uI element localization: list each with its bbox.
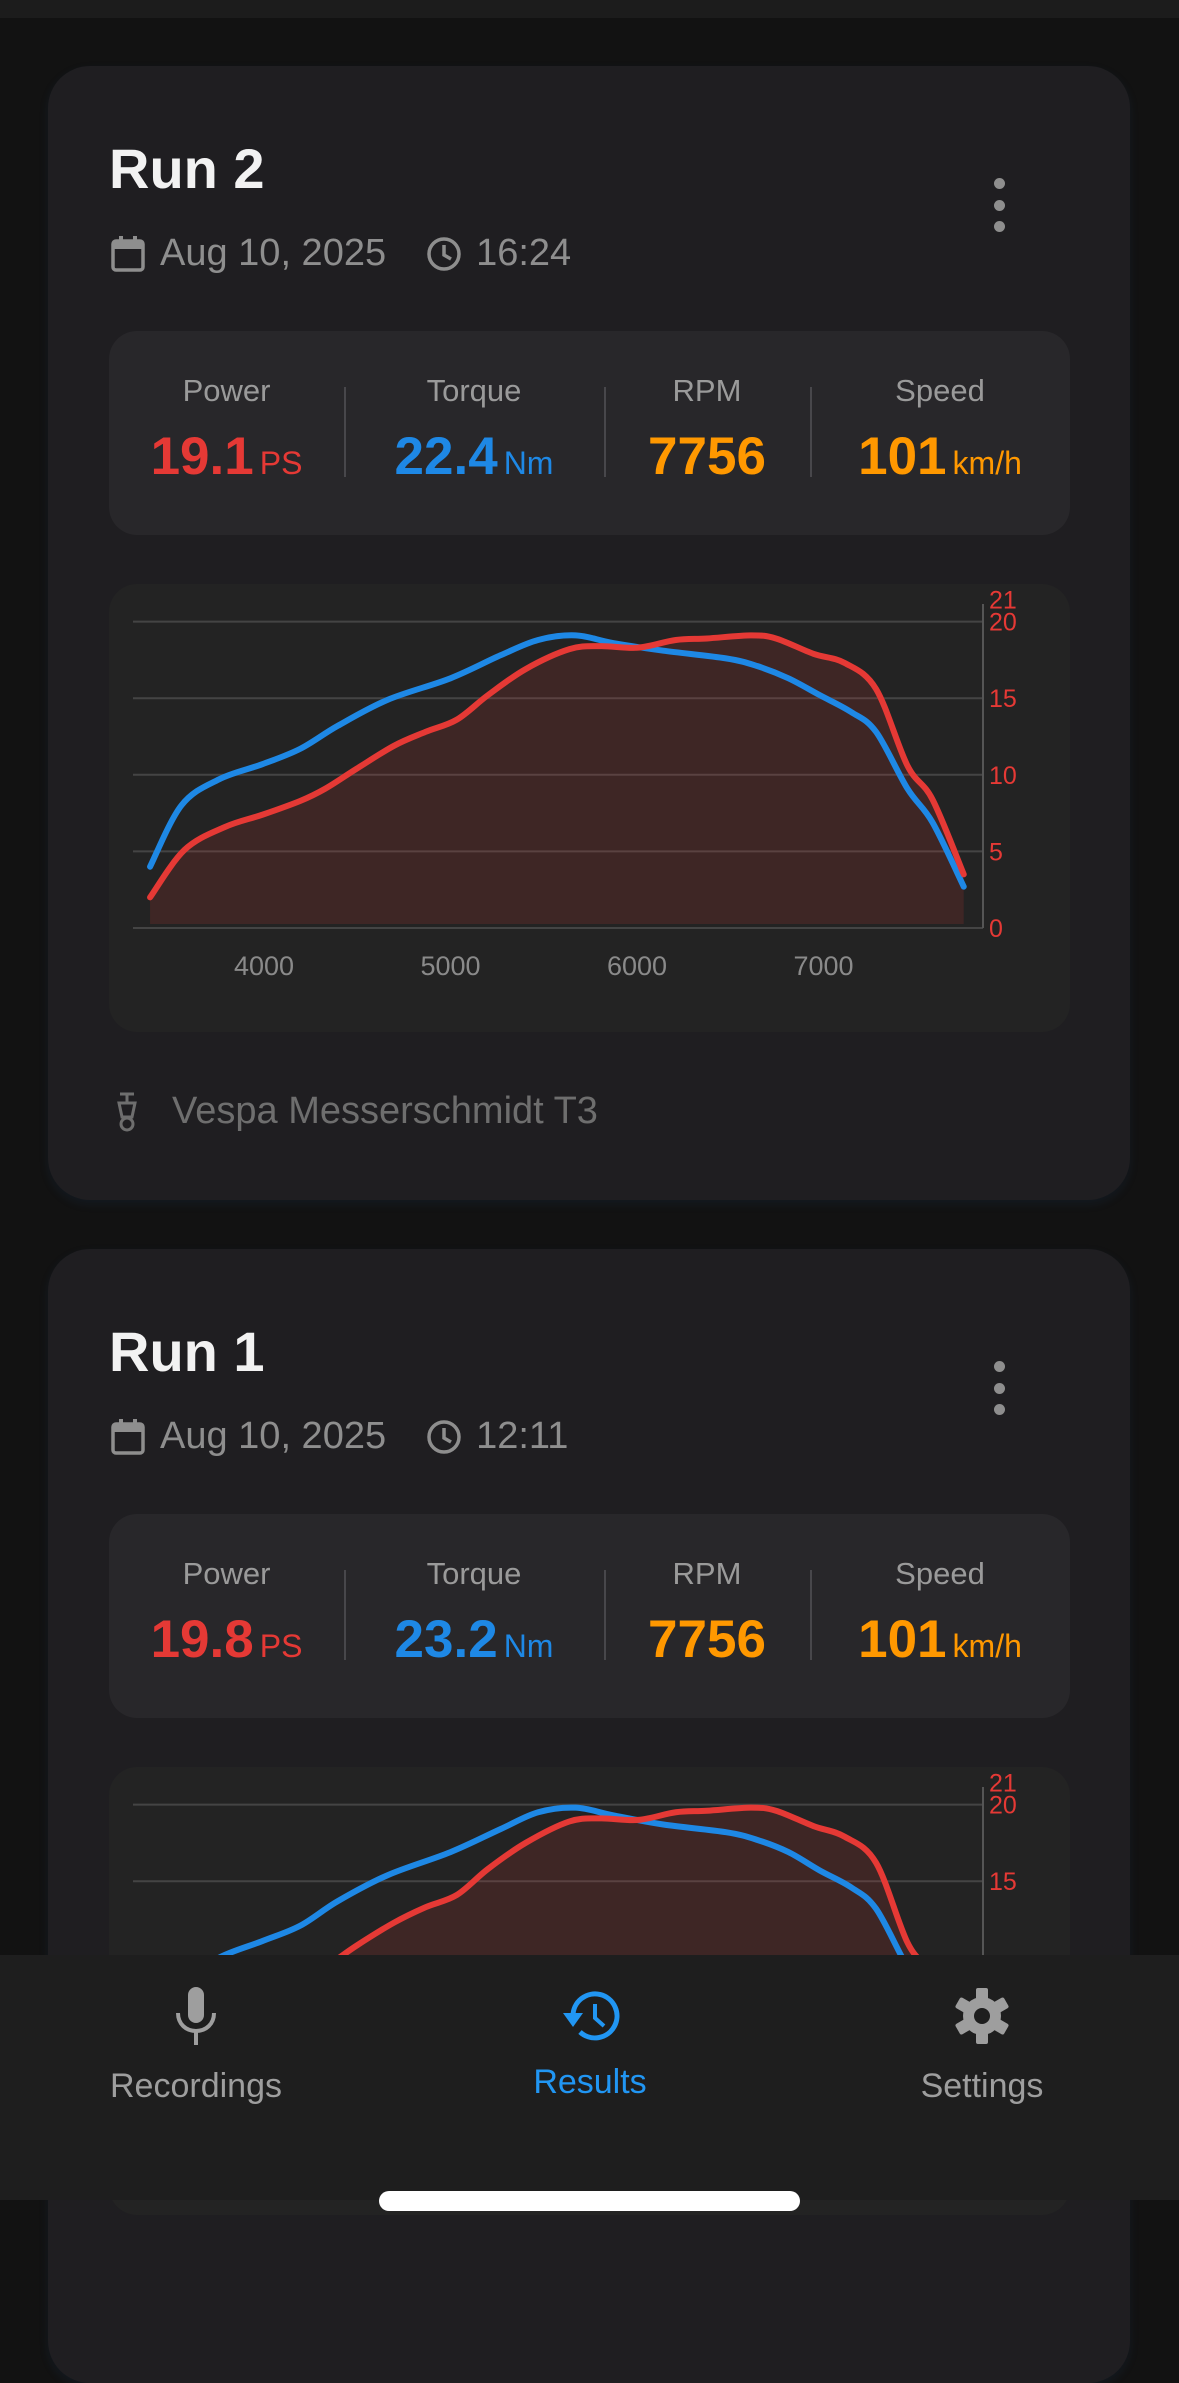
x-tick-label: 7000 bbox=[793, 951, 853, 981]
stat-label: RPM bbox=[672, 373, 742, 408]
nav-recordings[interactable]: Recordings bbox=[46, 1981, 346, 2106]
scooter-icon bbox=[117, 1092, 137, 1131]
stat-rpm: RPM 7756 bbox=[604, 331, 810, 535]
clock-icon bbox=[427, 1419, 461, 1454]
power-area bbox=[150, 635, 964, 924]
x-tick-label: 6000 bbox=[607, 951, 667, 981]
stat-torque: Torque 22.4 Nm bbox=[344, 331, 604, 535]
stat-unit: km/h bbox=[952, 1628, 1022, 1664]
stat-torque: Torque 23.2 Nm bbox=[344, 1514, 604, 1718]
stat-label: Power bbox=[182, 373, 271, 408]
y-tick-label: 15 bbox=[989, 1868, 1017, 1896]
run-meta: Aug 10, 2025 16:24 bbox=[110, 232, 571, 275]
run-card[interactable]: Run 2 Aug 10, 2025 16:24 Power 19.1 PS Tor… bbox=[48, 66, 1130, 1200]
stat-power: Power 19.1 PS bbox=[109, 331, 344, 535]
y-tick-label: 10 bbox=[989, 762, 1017, 790]
calendar-icon bbox=[111, 1418, 145, 1455]
stat-label: Speed bbox=[895, 1556, 985, 1591]
run-title: Run 2 bbox=[109, 137, 265, 200]
stat-unit: Nm bbox=[503, 445, 554, 481]
y-tick-label: 21 bbox=[989, 586, 1017, 614]
more-options-icon[interactable] bbox=[984, 178, 1014, 232]
stat-unit: PS bbox=[259, 445, 303, 481]
calendar-icon bbox=[111, 235, 145, 272]
status-bar bbox=[0, 0, 1179, 18]
clock-icon bbox=[427, 236, 461, 271]
stat-label: RPM bbox=[672, 1556, 742, 1591]
bottom-nav: Recordings Results Settings bbox=[0, 1955, 1179, 2200]
home-indicator bbox=[379, 2191, 800, 2211]
x-tick-label: 5000 bbox=[420, 951, 480, 981]
nav-label: Settings bbox=[920, 2067, 1044, 2105]
run-time: 12:11 bbox=[476, 1415, 569, 1457]
stat-value: 7756 bbox=[648, 427, 766, 486]
stat-value: 7756 bbox=[648, 1610, 766, 1669]
stat-value: 23.2 bbox=[394, 1610, 498, 1669]
stat-label: Torque bbox=[426, 373, 522, 408]
stat-rpm: RPM 7756 bbox=[604, 1514, 810, 1718]
y-tick-label: 21 bbox=[989, 1769, 1017, 1797]
vehicle-name: Vespa Messerschmidt T3 bbox=[172, 1090, 598, 1132]
run-date: Aug 10, 2025 bbox=[160, 232, 387, 274]
nav-label: Recordings bbox=[110, 2067, 282, 2105]
nav-label: Results bbox=[533, 2063, 647, 2101]
stat-value: 19.8 bbox=[150, 1610, 254, 1669]
run-card[interactable]: Run 1 Aug 10, 2025 12:11 Power 19.8 PS Tor… bbox=[48, 1249, 1130, 2383]
y-tick-label: 20 bbox=[989, 609, 1017, 637]
nav-results[interactable]: Results bbox=[440, 1981, 740, 2102]
power-line bbox=[147, 632, 967, 901]
gear-icon bbox=[955, 1988, 1009, 2044]
stat-speed: Speed 101 km/h bbox=[810, 331, 1070, 535]
run-time: 16:24 bbox=[476, 232, 572, 274]
stat-speed: Speed 101 km/h bbox=[810, 1514, 1070, 1718]
stat-value: 19.1 bbox=[150, 427, 254, 486]
y-tick-label: 5 bbox=[989, 838, 1003, 866]
stat-label: Power bbox=[182, 1556, 271, 1591]
run-title: Run 1 bbox=[109, 1320, 265, 1383]
stats-panel: Power 19.8 PS Torque 23.2 Nm RPM 7756 Speed 10… bbox=[109, 1514, 1070, 1718]
stat-unit: Nm bbox=[503, 1628, 554, 1664]
more-options-icon[interactable] bbox=[984, 1361, 1014, 1415]
mic-icon bbox=[176, 1987, 216, 2045]
y-tick-label: 0 bbox=[989, 915, 1003, 943]
stats-panel: Power 19.1 PS Torque 22.4 Nm RPM 7756 Speed 10… bbox=[109, 331, 1070, 535]
history-icon bbox=[563, 1991, 620, 2041]
run-date: Aug 10, 2025 bbox=[160, 1415, 387, 1457]
y-tick-label: 15 bbox=[989, 685, 1017, 713]
stat-power: Power 19.8 PS bbox=[109, 1514, 344, 1718]
stat-value: 101 bbox=[858, 427, 947, 486]
y-tick-label: 20 bbox=[989, 1792, 1017, 1820]
stat-label: Torque bbox=[426, 1556, 522, 1591]
stat-label: Speed bbox=[895, 373, 985, 408]
torque-line bbox=[147, 1804, 967, 2072]
power-torque-chart: 0 5 10 15 20 21 4000 5000 6000 7000 bbox=[109, 584, 1070, 1032]
x-tick-label: 4000 bbox=[234, 951, 294, 981]
stat-unit: PS bbox=[259, 1628, 303, 1664]
run-meta: Aug 10, 2025 12:11 bbox=[110, 1415, 568, 1458]
stat-unit: km/h bbox=[952, 445, 1022, 481]
vehicle-row: Vespa Messerschmidt T3 bbox=[110, 1090, 598, 1133]
stat-value: 101 bbox=[858, 1610, 947, 1669]
stat-value: 22.4 bbox=[394, 427, 498, 486]
nav-settings[interactable]: Settings bbox=[832, 1981, 1132, 2106]
torque-line bbox=[147, 632, 967, 890]
